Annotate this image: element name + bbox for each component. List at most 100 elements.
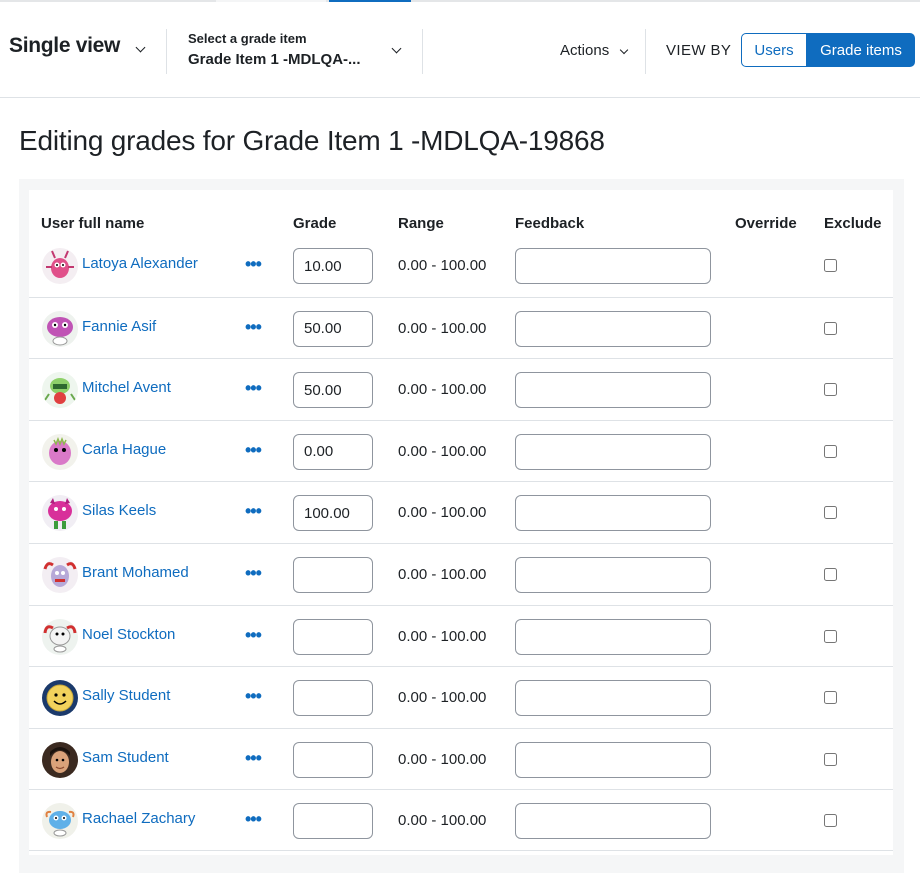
page-title: Editing grades for Grade Item 1 -MDLQA-1…: [19, 125, 605, 156]
range-value: 0.00 - 100.00: [398, 257, 487, 274]
column-header-exclude: Exclude: [824, 215, 882, 232]
feedback-input[interactable]: [515, 310, 711, 347]
table-row: Fannie Asif ••• 0.00 - 100.00: [29, 296, 893, 358]
user-name-link[interactable]: Rachael Zachary: [82, 810, 196, 828]
table-row: Sam Student ••• 0.00 - 100.00: [29, 727, 893, 789]
user-name-link[interactable]: Sam Student: [82, 748, 169, 766]
feedback-input[interactable]: [515, 803, 711, 840]
grade-input[interactable]: [293, 310, 373, 347]
green-monster-avatar-icon: [42, 372, 78, 409]
single-view-dropdown[interactable]: Single view: [9, 34, 121, 57]
users-toggle-button[interactable]: Users: [741, 33, 807, 67]
avatar: [42, 248, 78, 284]
grade-items-toggle-button[interactable]: Grade items: [807, 33, 915, 67]
feedback-input[interactable]: [515, 741, 711, 778]
white-crab-avatar-icon: [42, 618, 78, 655]
range-value: 0.00 - 100.00: [398, 381, 487, 399]
avatar: [42, 803, 78, 840]
feedback-input[interactable]: [515, 680, 711, 717]
range-value: 0.00 - 100.00: [398, 627, 487, 645]
pink-blob-avatar-icon: [42, 433, 78, 470]
exclude-checkbox[interactable]: [824, 383, 837, 397]
user-name-link[interactable]: Silas Keels: [82, 502, 157, 520]
user-name-link[interactable]: Latoya Alexander: [82, 255, 198, 272]
grade-input[interactable]: [293, 741, 373, 778]
user-name-link[interactable]: Sally Student: [82, 687, 171, 705]
exclude-checkbox[interactable]: [824, 506, 837, 520]
more-options-icon[interactable]: •••: [245, 747, 262, 768]
avatar: [42, 433, 78, 470]
active-tab-indicator: [329, 0, 411, 2]
avatar: [42, 310, 78, 347]
exclude-checkbox[interactable]: [824, 814, 837, 828]
grades-table-container: User full name Grade Range Feedback Over…: [19, 179, 904, 873]
range-value: 0.00 - 100.00: [398, 750, 487, 768]
feedback-input[interactable]: [515, 433, 711, 470]
user-name-link[interactable]: Carla Hague: [82, 440, 167, 458]
table-row: Mitchel Avent ••• 0.00 - 100.00: [29, 358, 893, 419]
user-name-link[interactable]: Mitchel Avent: [82, 379, 171, 397]
feedback-input[interactable]: [515, 557, 711, 593]
grade-item-value: Grade Item 1 -MDLQA-...: [188, 51, 361, 68]
blue-monster-avatar-icon: [42, 803, 78, 840]
grade-input[interactable]: [293, 495, 373, 532]
more-options-icon[interactable]: •••: [245, 254, 262, 274]
exclude-checkbox[interactable]: [824, 691, 837, 705]
user-name-link[interactable]: Brant Mohamed: [82, 564, 189, 581]
range-value: 0.00 - 100.00: [398, 319, 487, 337]
chevron-down-icon[interactable]: [619, 45, 629, 55]
purple-monster-avatar-icon: [42, 310, 78, 347]
column-header-user: User full name: [41, 215, 145, 232]
avatar: [42, 557, 78, 593]
more-options-icon[interactable]: •••: [245, 439, 262, 460]
table-row: Brant Mohamed ••• 0.00 - 100.00: [29, 543, 893, 604]
grade-input[interactable]: [293, 618, 373, 655]
range-value: 0.00 - 100.00: [398, 689, 487, 707]
chevron-down-icon[interactable]: [391, 43, 402, 54]
divider: [422, 29, 423, 74]
smiley-avatar-icon: [42, 680, 78, 717]
more-options-icon[interactable]: •••: [245, 624, 262, 645]
feedback-input[interactable]: [515, 248, 711, 284]
chevron-down-icon[interactable]: [135, 42, 146, 53]
avatar: [42, 495, 78, 532]
more-options-icon[interactable]: •••: [245, 563, 262, 583]
grades-table: User full name Grade Range Feedback Over…: [29, 190, 893, 855]
user-name-link[interactable]: Fannie Asif: [82, 317, 157, 335]
pink-monster-avatar-icon: [42, 248, 78, 284]
exclude-checkbox[interactable]: [824, 568, 837, 581]
grade-input[interactable]: [293, 433, 373, 470]
table-row: Silas Keels ••• 0.00 - 100.00: [29, 481, 893, 542]
exclude-checkbox[interactable]: [824, 259, 837, 272]
grade-input[interactable]: [293, 557, 373, 593]
view-by-label: VIEW BY: [666, 42, 732, 59]
more-options-icon[interactable]: •••: [245, 686, 262, 707]
more-options-icon[interactable]: •••: [245, 316, 262, 337]
avatar: [42, 741, 78, 778]
grade-item-selector[interactable]: Select a grade item Grade Item 1 -MDLQA-…: [188, 29, 408, 73]
grade-input[interactable]: [293, 372, 373, 409]
exclude-checkbox[interactable]: [824, 321, 837, 335]
more-options-icon[interactable]: •••: [245, 378, 262, 399]
actions-dropdown[interactable]: Actions: [560, 42, 610, 59]
grade-input[interactable]: [293, 680, 373, 717]
feedback-input[interactable]: [515, 495, 711, 532]
view-by-toggle: Users Grade items: [741, 33, 915, 67]
feedback-input[interactable]: [515, 372, 711, 409]
tertiary-navigation: Single view Select a grade item Grade It…: [0, 2, 920, 98]
more-options-icon[interactable]: •••: [245, 501, 262, 522]
column-header-override: Override: [735, 215, 797, 232]
grade-input[interactable]: [293, 248, 373, 284]
exclude-checkbox[interactable]: [824, 629, 837, 643]
avatar: [42, 618, 78, 655]
more-options-icon[interactable]: •••: [245, 809, 262, 830]
exclude-checkbox[interactable]: [824, 444, 837, 458]
exclude-checkbox[interactable]: [824, 752, 837, 766]
table-row: Sally Student ••• 0.00 - 100.00: [29, 666, 893, 727]
range-value: 0.00 - 100.00: [398, 566, 487, 583]
divider: [166, 29, 167, 74]
user-name-link[interactable]: Noel Stockton: [82, 625, 176, 643]
grade-input[interactable]: [293, 803, 373, 840]
grade-item-label: Select a grade item: [188, 31, 307, 46]
feedback-input[interactable]: [515, 618, 711, 655]
